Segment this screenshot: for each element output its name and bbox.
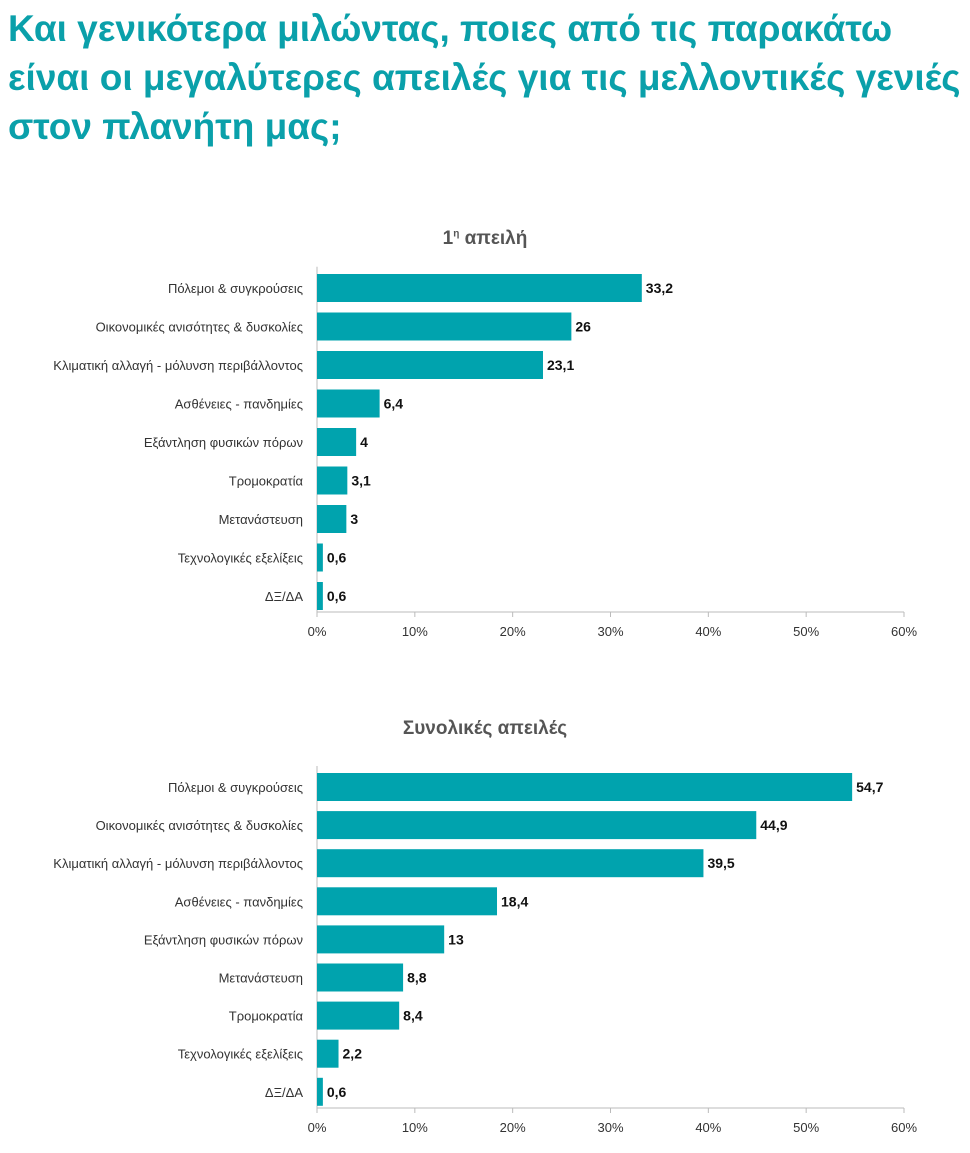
bar: [317, 1001, 400, 1030]
bar: [317, 811, 757, 840]
bar: [317, 849, 704, 878]
bar: [317, 887, 498, 916]
bar: [317, 389, 380, 418]
bar: [317, 505, 347, 533]
data-label: 0,6: [327, 588, 347, 604]
x-tick-label: 40%: [695, 1120, 721, 1135]
bar: [317, 428, 357, 456]
x-tick-label: 40%: [695, 624, 721, 639]
x-tick-label: 0%: [308, 1120, 327, 1135]
page-title: Και γενικότερα μιλώντας, ποιες από τις π…: [8, 8, 961, 147]
category-label: Εξάντληση φυσικών πόρων: [144, 435, 303, 450]
chart-1-title-rest: απειλή: [459, 228, 528, 249]
x-tick-label: 10%: [402, 624, 428, 639]
category-label: Μετανάστευση: [219, 512, 303, 527]
category-label: Κλιματική αλλαγή - μόλυνση περιβάλλοντος: [53, 856, 303, 871]
x-tick-label: 50%: [793, 624, 819, 639]
data-label: 23,1: [547, 357, 574, 373]
bar: [317, 1039, 339, 1068]
category-label: Οικονομικές ανισότητες & δυσκολίες: [96, 818, 303, 833]
bar: [317, 466, 348, 495]
bar: [317, 543, 323, 572]
x-tick-label: 0%: [308, 624, 327, 639]
bar: [317, 274, 642, 302]
data-label: 8,4: [403, 1008, 423, 1024]
bar: [317, 312, 572, 341]
chart-1-title-main: 1: [442, 228, 454, 249]
category-label: Μετανάστευση: [219, 971, 303, 986]
x-tick-label: 30%: [597, 624, 623, 639]
data-label: 8,8: [407, 970, 427, 986]
category-label: Πόλεμοι & συγκρούσεις: [168, 281, 303, 296]
data-label: 4: [360, 434, 368, 450]
category-label: Κλιματική αλλαγή - μόλυνση περιβάλλοντος: [53, 358, 303, 373]
category-label: Πόλεμοι & συγκρούσεις: [168, 780, 303, 795]
x-tick-label: 60%: [891, 624, 917, 639]
data-label: 13: [448, 931, 464, 947]
bar: [317, 925, 445, 954]
category-label: Τεχνολογικές εξελίξεις: [178, 1047, 303, 1062]
x-tick-label: 10%: [402, 1120, 428, 1135]
x-tick-label: 30%: [597, 1120, 623, 1135]
bar: [317, 773, 853, 801]
chart-1-title-sup: η: [453, 228, 460, 240]
bar: [317, 1077, 323, 1106]
data-label: 33,2: [646, 280, 673, 296]
category-label: Εξάντληση φυσικών πόρων: [144, 932, 303, 947]
x-tick-label: 20%: [500, 1120, 526, 1135]
data-label: 54,7: [856, 779, 883, 795]
category-label: ΔΞ/ΔΑ: [265, 589, 303, 604]
category-label: Τεχνολογικές εξελίξεις: [178, 551, 303, 566]
x-tick-label: 60%: [891, 1120, 917, 1135]
category-label: Ασθένειες - πανδημίες: [175, 397, 303, 412]
data-label: 0,6: [327, 550, 347, 566]
chart-1: 0% 10% 20% 30% 40% 50% 60% Πόλεμοι & συγκρούσει…: [53, 266, 917, 639]
data-label: 39,5: [707, 855, 734, 871]
data-label: 26: [575, 319, 591, 335]
data-label: 2,2: [343, 1046, 363, 1062]
data-label: 3,1: [351, 473, 371, 489]
chart-1-title: 1η απειλή: [0, 228, 970, 250]
x-tick-label: 20%: [500, 624, 526, 639]
data-label: 0,6: [327, 1084, 347, 1100]
data-label: 6,4: [384, 396, 404, 412]
bar: [317, 963, 404, 992]
category-label: ΔΞ/ΔΑ: [265, 1085, 303, 1100]
category-label: Τρομοκρατία: [229, 1009, 304, 1024]
category-label: Οικονομικές ανισότητες & δυσκολίες: [96, 320, 303, 335]
data-label: 44,9: [760, 817, 787, 833]
chart-2-title: Συνολικές απειλές: [402, 718, 568, 739]
category-label: Τρομοκρατία: [229, 474, 304, 489]
category-label: Ασθένειες - πανδημίες: [175, 894, 303, 909]
x-tick-label: 50%: [793, 1120, 819, 1135]
data-label: 18,4: [501, 893, 528, 909]
bar: [317, 582, 323, 610]
bar: [317, 351, 543, 379]
data-label: 3: [350, 511, 358, 527]
